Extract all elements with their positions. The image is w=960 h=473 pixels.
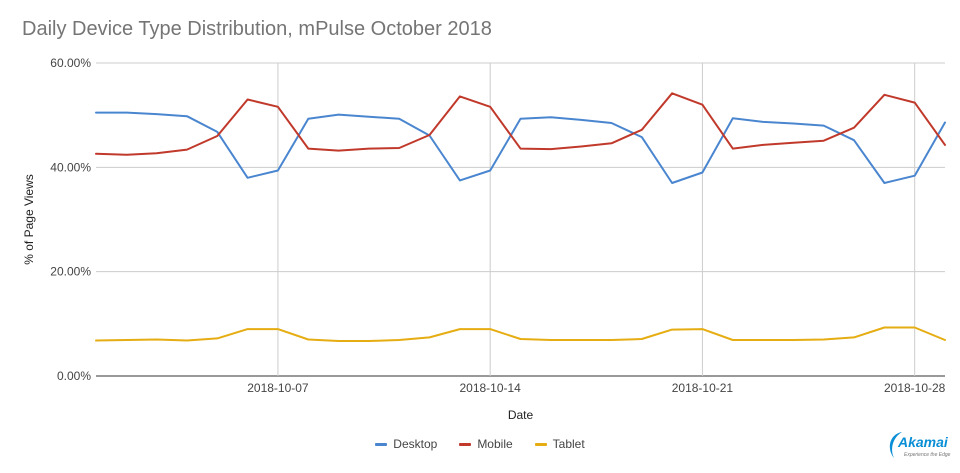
legend-label-mobile: Mobile <box>477 437 513 451</box>
y-tick-label: 40.00% <box>50 160 91 174</box>
legend-item-tablet[interactable]: Tablet <box>534 437 585 451</box>
y-axis-title: % of Page Views <box>22 174 36 265</box>
x-axis-ticks: 2018-10-07 2018-10-14 2018-10-21 2018-10-28 <box>247 381 945 395</box>
logo-wordmark: Akamai <box>898 434 948 450</box>
x-tick-label: 2018-10-21 <box>672 381 734 395</box>
akamai-swoosh-icon <box>889 432 902 458</box>
series-line-mobile <box>95 92 946 156</box>
legend-label-tablet: Tablet <box>552 437 585 451</box>
y-axis-ticks: 0.00% 20.00% 40.00% 60.00% <box>50 56 91 383</box>
akamai-logo: Akamai Experience the Edge <box>884 428 954 464</box>
series-lines <box>95 92 946 342</box>
logo-tagline: Experience the Edge <box>904 452 951 458</box>
chart-title: Daily Device Type Distribution, mPulse O… <box>22 18 492 40</box>
legend-item-mobile[interactable]: Mobile <box>459 437 513 451</box>
x-tick-label: 2018-10-14 <box>459 381 521 395</box>
gridlines <box>96 62 945 377</box>
legend: Desktop Mobile Tablet <box>0 437 960 451</box>
y-tick-label: 20.00% <box>50 265 91 279</box>
legend-item-desktop[interactable]: Desktop <box>375 437 437 451</box>
series-line-desktop <box>95 111 946 184</box>
y-tick-label: 60.00% <box>50 56 91 70</box>
legend-label-desktop: Desktop <box>393 437 438 451</box>
x-tick-label: 2018-10-28 <box>884 381 946 395</box>
series-line-tablet <box>95 326 946 342</box>
y-tick-label: 0.00% <box>57 369 91 383</box>
legend-swatch-mobile <box>459 442 472 446</box>
legend-swatch-desktop <box>375 442 388 446</box>
x-tick-label: 2018-10-07 <box>247 381 309 395</box>
legend-swatch-tablet <box>534 442 547 446</box>
x-axis-title: Date <box>508 408 534 422</box>
